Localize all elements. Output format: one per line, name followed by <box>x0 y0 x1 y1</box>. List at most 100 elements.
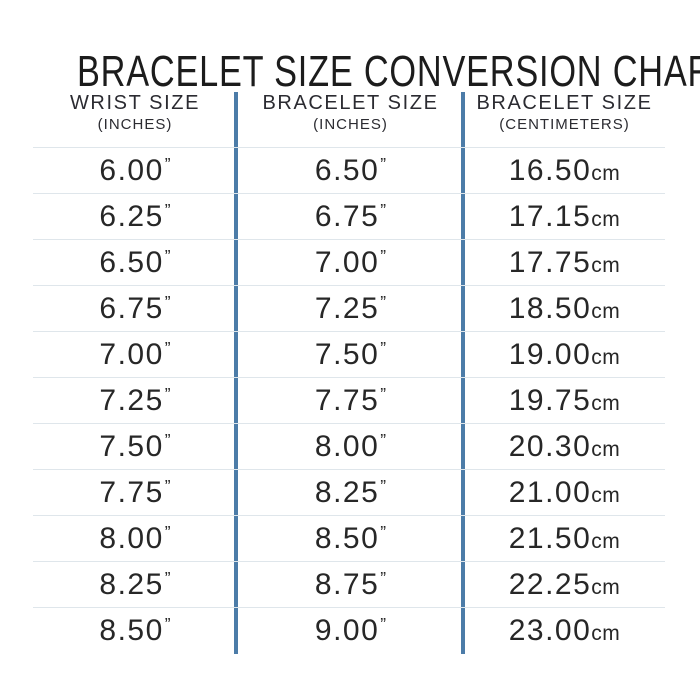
wrist-size-cell: 6.00” <box>33 154 237 188</box>
inch-mark: ” <box>164 430 171 451</box>
bracelet-size-inches-cell: 8.50” <box>237 522 464 556</box>
bracelet-size-cm-cell: 17.15cm <box>464 200 665 234</box>
header-label: BRACELET SIZE <box>262 92 439 114</box>
bracelet-size-cm-value: 17.75 <box>508 245 592 279</box>
inch-mark: ” <box>164 384 171 405</box>
bracelet-size-cm-cell: 22.25cm <box>464 568 665 602</box>
inch-mark: ” <box>380 614 387 635</box>
bracelet-size-cm-value: 20.30 <box>508 429 592 463</box>
bracelet-size-inches-value: 8.00 <box>314 429 380 463</box>
inch-mark: ” <box>164 614 171 635</box>
bracelet-size-cm-value: 16.50 <box>508 153 592 187</box>
bracelet-size-inches-cell: 6.50” <box>237 154 464 188</box>
wrist-size-value: 6.50 <box>99 245 164 279</box>
header-sublabel: (INCHES) <box>313 116 388 133</box>
wrist-size-value: 6.00 <box>99 153 164 187</box>
wrist-size-value: 6.25 <box>99 199 164 233</box>
inch-mark: ” <box>164 292 171 313</box>
wrist-size-cell: 6.50” <box>33 246 237 280</box>
cm-unit: cm <box>591 621 621 645</box>
header-wrist-size: WRIST SIZE (INCHES) <box>33 92 237 147</box>
inch-mark: ” <box>380 384 387 405</box>
column-divider-left <box>234 92 238 654</box>
wrist-size-value: 7.25 <box>99 383 164 417</box>
bracelet-size-inches-cell: 8.00” <box>237 430 464 464</box>
header-sublabel: (INCHES) <box>97 116 173 133</box>
wrist-size-cell: 8.25” <box>33 568 237 602</box>
table-rows: 6.00” 6.50” 16.50cm 6.25” 6.75” 17.15cm … <box>33 147 665 653</box>
bracelet-size-cm-value: 23.00 <box>508 613 592 647</box>
inch-mark: ” <box>380 246 387 267</box>
bracelet-size-inches-value: 8.25 <box>314 475 380 509</box>
wrist-size-value: 7.00 <box>99 337 164 371</box>
bracelet-size-cm-cell: 16.50cm <box>464 154 665 188</box>
cm-unit: cm <box>591 483 621 507</box>
bracelet-size-inches-value: 9.00 <box>314 613 380 647</box>
bracelet-size-inches-cell: 7.00” <box>237 246 464 280</box>
bracelet-size-inches-value: 7.50 <box>314 337 380 371</box>
conversion-table: WRIST SIZE (INCHES) BRACELET SIZE (INCHE… <box>33 92 665 653</box>
table-row: 6.25” 6.75” 17.15cm <box>33 193 665 239</box>
wrist-size-cell: 7.25” <box>33 384 237 418</box>
bracelet-size-inches-cell: 7.50” <box>237 338 464 372</box>
bracelet-size-cm-cell: 21.50cm <box>464 522 665 556</box>
bracelet-size-inches-value: 7.00 <box>314 245 380 279</box>
cm-unit: cm <box>591 161 621 185</box>
inch-mark: ” <box>380 568 387 589</box>
inch-mark: ” <box>164 200 171 221</box>
table-header-row: WRIST SIZE (INCHES) BRACELET SIZE (INCHE… <box>33 92 665 147</box>
wrist-size-cell: 8.00” <box>33 522 237 556</box>
wrist-size-value: 6.75 <box>99 291 164 325</box>
inch-mark: ” <box>380 154 387 175</box>
header-bracelet-size-inches: BRACELET SIZE (INCHES) <box>237 92 464 147</box>
bracelet-size-cm-cell: 18.50cm <box>464 292 665 326</box>
wrist-size-cell: 6.25” <box>33 200 237 234</box>
table-row: 7.50” 8.00” 20.30cm <box>33 423 665 469</box>
bracelet-size-cm-value: 19.75 <box>508 383 592 417</box>
bracelet-size-inches-value: 7.25 <box>314 291 380 325</box>
header-sublabel: (CENTIMETERS) <box>499 116 630 133</box>
bracelet-size-inches-cell: 6.75” <box>237 200 464 234</box>
bracelet-size-cm-cell: 20.30cm <box>464 430 665 464</box>
wrist-size-cell: 7.50” <box>33 430 237 464</box>
bracelet-size-cm-cell: 21.00cm <box>464 476 665 510</box>
cm-unit: cm <box>591 529 621 553</box>
wrist-size-value: 8.50 <box>99 613 164 647</box>
header-label: WRIST SIZE <box>69 92 201 114</box>
inch-mark: ” <box>380 338 387 359</box>
bracelet-size-cm-cell: 19.75cm <box>464 384 665 418</box>
cm-unit: cm <box>591 575 621 599</box>
bracelet-size-inches-value: 7.75 <box>314 383 380 417</box>
inch-mark: ” <box>164 476 171 497</box>
bracelet-size-cm-cell: 17.75cm <box>464 246 665 280</box>
table-row: 8.00” 8.50” 21.50cm <box>33 515 665 561</box>
bracelet-size-cm-value: 18.50 <box>508 291 592 325</box>
table-row: 8.50” 9.00” 23.00cm <box>33 607 665 653</box>
page-title: BRACELET SIZE CONVERSION CHART <box>77 47 700 97</box>
inch-mark: ” <box>164 522 171 543</box>
cm-unit: cm <box>591 437 621 461</box>
inch-mark: ” <box>380 292 387 313</box>
bracelet-size-cm-value: 21.50 <box>508 521 592 555</box>
bracelet-size-cm-cell: 19.00cm <box>464 338 665 372</box>
bracelet-size-inches-cell: 8.25” <box>237 476 464 510</box>
wrist-size-value: 8.00 <box>99 521 164 555</box>
wrist-size-cell: 7.00” <box>33 338 237 372</box>
bracelet-size-inches-value: 8.50 <box>314 521 380 555</box>
inch-mark: ” <box>164 338 171 359</box>
inch-mark: ” <box>380 476 387 497</box>
cm-unit: cm <box>591 391 621 415</box>
inch-mark: ” <box>164 154 171 175</box>
bracelet-size-inches-cell: 7.75” <box>237 384 464 418</box>
inch-mark: ” <box>380 522 387 543</box>
table-row: 6.00” 6.50” 16.50cm <box>33 147 665 193</box>
wrist-size-cell: 6.75” <box>33 292 237 326</box>
table-row: 7.00” 7.50” 19.00cm <box>33 331 665 377</box>
bracelet-size-inches-value: 8.75 <box>314 567 380 601</box>
bracelet-size-inches-value: 6.75 <box>314 199 380 233</box>
bracelet-size-cm-value: 21.00 <box>508 475 592 509</box>
bracelet-size-cm-value: 17.15 <box>508 199 592 233</box>
inch-mark: ” <box>164 568 171 589</box>
table-row: 6.75” 7.25” 18.50cm <box>33 285 665 331</box>
